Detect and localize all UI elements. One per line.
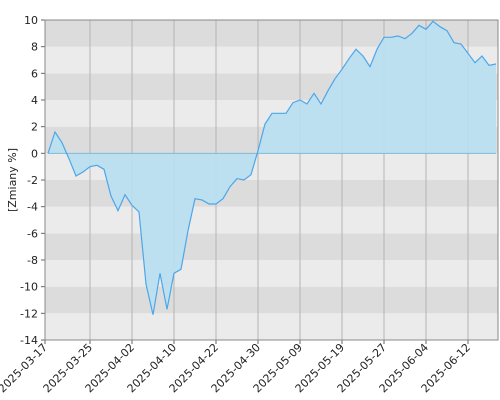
y-tick-label: 0 (31, 147, 38, 160)
grid-band (45, 233, 498, 260)
y-axis-label: [Zmiany %] (6, 148, 19, 212)
grid-band (45, 260, 498, 287)
y-tick-label: 2 (31, 121, 38, 134)
line (47, 20, 497, 315)
y-tick-label: 4 (31, 94, 38, 107)
grid-band (45, 313, 498, 340)
y-tick-label: -2 (27, 174, 38, 187)
y-tick-label: -14 (20, 334, 38, 347)
y-tick-label: -6 (27, 227, 38, 240)
y-tick-label: 8 (31, 41, 38, 54)
grid-band (45, 206, 498, 234)
y-tick-label: 10 (24, 14, 38, 27)
y-tick-label: 6 (31, 67, 38, 80)
y-tick-label: -12 (20, 307, 38, 320)
plot-border (44, 19, 499, 341)
grid-band (45, 286, 498, 314)
y-tick-label: -10 (20, 281, 38, 294)
area (48, 21, 496, 315)
y-tick-label: -4 (27, 201, 38, 214)
y-tick-label: -8 (27, 254, 38, 267)
